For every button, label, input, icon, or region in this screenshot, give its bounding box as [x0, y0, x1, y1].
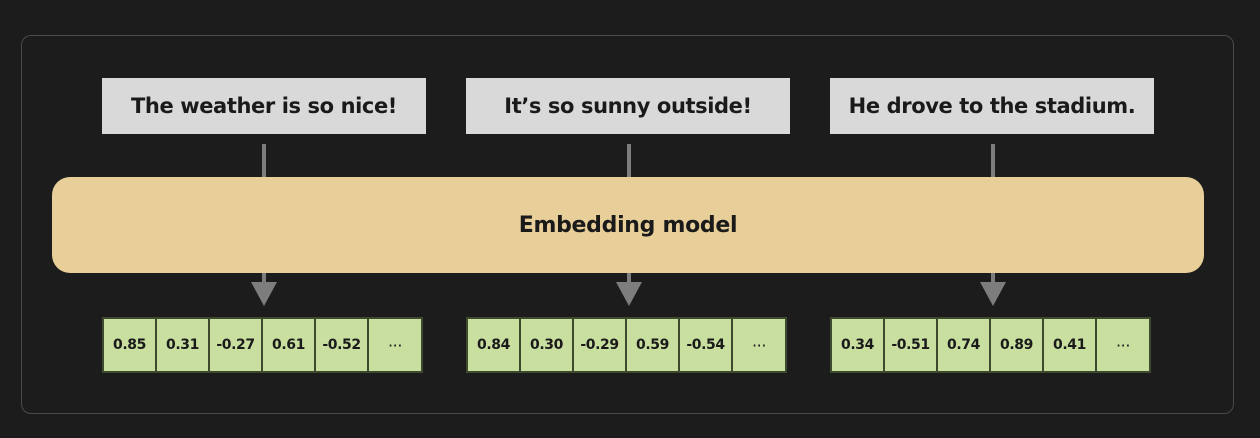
connector-out-1: [262, 273, 266, 283]
connector-out-2: [627, 273, 631, 283]
connector-in-2: [627, 144, 631, 177]
vector-cell: 0.59: [627, 319, 678, 371]
vector-cell: 0.85: [104, 319, 155, 371]
vector-cell-ellipsis: ···: [1097, 319, 1149, 371]
embedding-vector-1: 0.85 0.31 -0.27 0.61 -0.52 ···: [102, 317, 423, 373]
vector-cell: 0.31: [157, 319, 208, 371]
embedding-model-box: Embedding model: [52, 177, 1204, 273]
sentence-box-2: It’s so sunny outside!: [466, 78, 790, 134]
connector-out-3: [991, 273, 995, 283]
vector-cell: -0.27: [210, 319, 261, 371]
vector-cell: -0.29: [574, 319, 625, 371]
vector-cell-ellipsis: ···: [733, 319, 785, 371]
embedding-vector-2: 0.84 0.30 -0.29 0.59 -0.54 ···: [466, 317, 787, 373]
vector-cell: 0.74: [938, 319, 989, 371]
connector-in-3: [991, 144, 995, 177]
sentence-box-3: He drove to the stadium.: [830, 78, 1154, 134]
embedding-vector-3: 0.34 -0.51 0.74 0.89 0.41 ···: [830, 317, 1151, 373]
vector-cell-ellipsis: ···: [369, 319, 421, 371]
vector-cell: 0.61: [263, 319, 314, 371]
vector-cell: 0.41: [1044, 319, 1095, 371]
arrow-down-icon: [251, 282, 277, 306]
diagram-frame: [21, 35, 1234, 414]
vector-cell: -0.54: [680, 319, 731, 371]
arrow-down-icon: [980, 282, 1006, 306]
vector-cell: 0.84: [468, 319, 519, 371]
arrow-down-icon: [616, 282, 642, 306]
vector-cell: -0.52: [316, 319, 367, 371]
sentence-box-1: The weather is so nice!: [102, 78, 426, 134]
connector-in-1: [262, 144, 266, 177]
vector-cell: -0.51: [885, 319, 936, 371]
vector-cell: 0.34: [832, 319, 883, 371]
vector-cell: 0.89: [991, 319, 1042, 371]
vector-cell: 0.30: [521, 319, 572, 371]
